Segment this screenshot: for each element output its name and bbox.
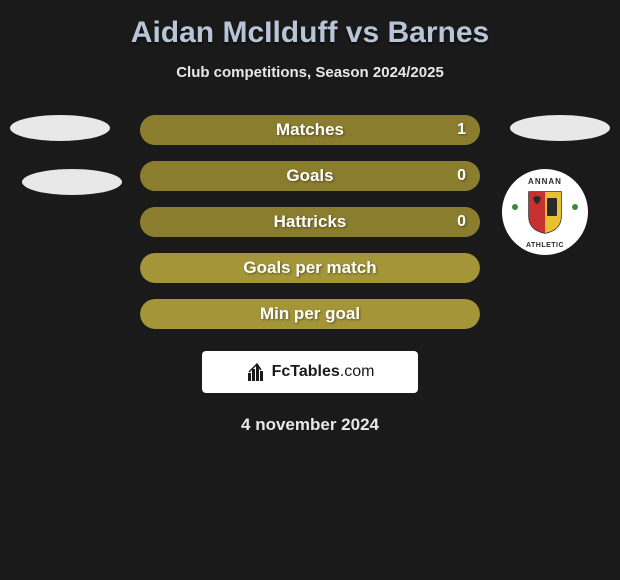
thistle-icon: [510, 203, 520, 213]
infographic-container: Aidan McIlduff vs Barnes Club competitio…: [0, 0, 620, 445]
brand-text: FcTables.com: [272, 363, 375, 381]
player-left-placeholder-2: [22, 169, 122, 195]
date-line: 4 november 2024: [241, 415, 379, 435]
stat-label: Goals per match: [243, 258, 376, 278]
club-crest: ANNAN ATHLETIC: [502, 169, 588, 255]
stat-label: Goals: [286, 166, 333, 186]
stat-value-right: 1: [457, 121, 466, 139]
stat-fill-left: [140, 161, 310, 191]
stat-value-right: 0: [457, 167, 466, 185]
brand-box[interactable]: FcTables.com: [202, 351, 418, 393]
bars-icon: [246, 361, 268, 383]
player-right-placeholder-1: [510, 115, 610, 141]
stat-row: Goals 0: [140, 161, 480, 191]
thistle-icon: [570, 203, 580, 213]
stats-rows: Matches 1 Goals 0 Hattricks 0 Goals per match M…: [140, 115, 480, 345]
subtitle: Club competitions, Season 2024/2025: [176, 64, 444, 81]
stats-area: ANNAN ATHLETIC Matches1Goals0Hattricks0G…: [0, 115, 620, 435]
stat-label: Min per goal: [260, 304, 360, 324]
page-title: Aidan McIlduff vs Barnes: [131, 16, 489, 50]
crest-text-bottom: ATHLETIC: [526, 242, 564, 249]
stat-row: Hattricks 0: [140, 207, 480, 237]
stat-row: Goals per match: [140, 253, 480, 283]
stat-row: Matches 1: [140, 115, 480, 145]
crest-text-top: ANNAN: [528, 177, 562, 186]
player-left-placeholder-1: [10, 115, 110, 141]
stat-value-right: 0: [457, 213, 466, 231]
shield-icon: [527, 190, 563, 234]
stat-label: Hattricks: [274, 212, 347, 232]
stat-row: Min per goal: [140, 299, 480, 329]
crest-inner: ANNAN ATHLETIC: [512, 179, 578, 245]
brand-text-light: .com: [340, 363, 375, 380]
stat-fill-right: [310, 161, 480, 191]
brand-text-bold: FcTables: [272, 363, 340, 380]
stat-label: Matches: [276, 120, 344, 140]
